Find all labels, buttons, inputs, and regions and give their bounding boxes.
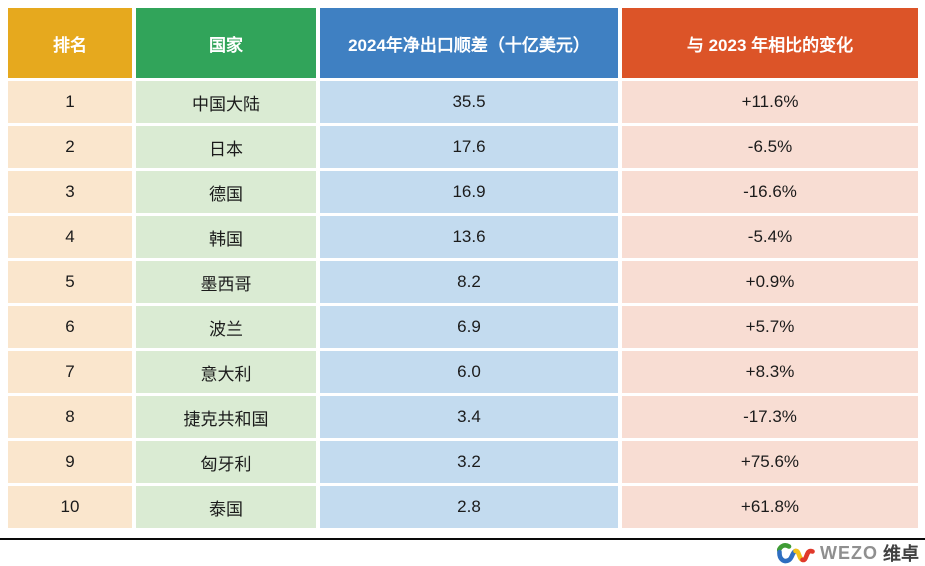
table-cell: 6 <box>8 306 132 348</box>
table-cell: +0.9% <box>622 261 918 303</box>
table-cell: 中国大陆 <box>136 81 316 123</box>
table-cell: 韩国 <box>136 216 316 258</box>
table-cell: -17.3% <box>622 396 918 438</box>
table-cell: 16.9 <box>320 171 618 213</box>
table-cell: 4 <box>8 216 132 258</box>
table-cell: 匈牙利 <box>136 441 316 483</box>
table-cell: 3 <box>8 171 132 213</box>
trade-surplus-table: 排名 国家 2024年净出口顺差（十亿美元）与 2023 年相比的变化 1 中国大陆 35… <box>8 8 918 528</box>
table-cell: +61.8% <box>622 486 918 528</box>
column-header-2: 2024年净出口顺差（十亿美元） <box>320 8 618 78</box>
table-cell: 日本 <box>136 126 316 168</box>
table-cell: 9 <box>8 441 132 483</box>
table-cell: 捷克共和国 <box>136 396 316 438</box>
table-cell: 2.8 <box>320 486 618 528</box>
table-cell: 泰国 <box>136 486 316 528</box>
table-cell: 2 <box>8 126 132 168</box>
brand-logo: WEZO 维卓 <box>777 541 919 565</box>
table-cell: 35.5 <box>320 81 618 123</box>
footer-divider-line <box>0 538 925 540</box>
wezo-logo-icon <box>777 543 815 564</box>
table-cell: +5.7% <box>622 306 918 348</box>
table-cell: 3.4 <box>320 396 618 438</box>
table-cell: 8.2 <box>320 261 618 303</box>
table-cell: +75.6% <box>622 441 918 483</box>
table-cell: 10 <box>8 486 132 528</box>
table-cell: -16.6% <box>622 171 918 213</box>
column-header-1: 国家 <box>136 8 316 78</box>
table-cell: 3.2 <box>320 441 618 483</box>
table-cell: 德国 <box>136 171 316 213</box>
table-cell: +8.3% <box>622 351 918 393</box>
table-cell: 8 <box>8 396 132 438</box>
table-cell: 17.6 <box>320 126 618 168</box>
table-cell: 13.6 <box>320 216 618 258</box>
table-cell: 墨西哥 <box>136 261 316 303</box>
table-cell: 意大利 <box>136 351 316 393</box>
column-header-3: 与 2023 年相比的变化 <box>622 8 918 78</box>
table-cell: -5.4% <box>622 216 918 258</box>
table-cell: 7 <box>8 351 132 393</box>
brand-name-latin: WEZO <box>820 542 878 563</box>
table-cell: 6.9 <box>320 306 618 348</box>
brand-name-chinese: 维卓 <box>883 544 919 564</box>
table-cell: -6.5% <box>622 126 918 168</box>
table-cell: 1 <box>8 81 132 123</box>
table-cell: 5 <box>8 261 132 303</box>
table-cell: +11.6% <box>622 81 918 123</box>
table-cell: 波兰 <box>136 306 316 348</box>
column-header-0: 排名 <box>8 8 132 78</box>
table-cell: 6.0 <box>320 351 618 393</box>
